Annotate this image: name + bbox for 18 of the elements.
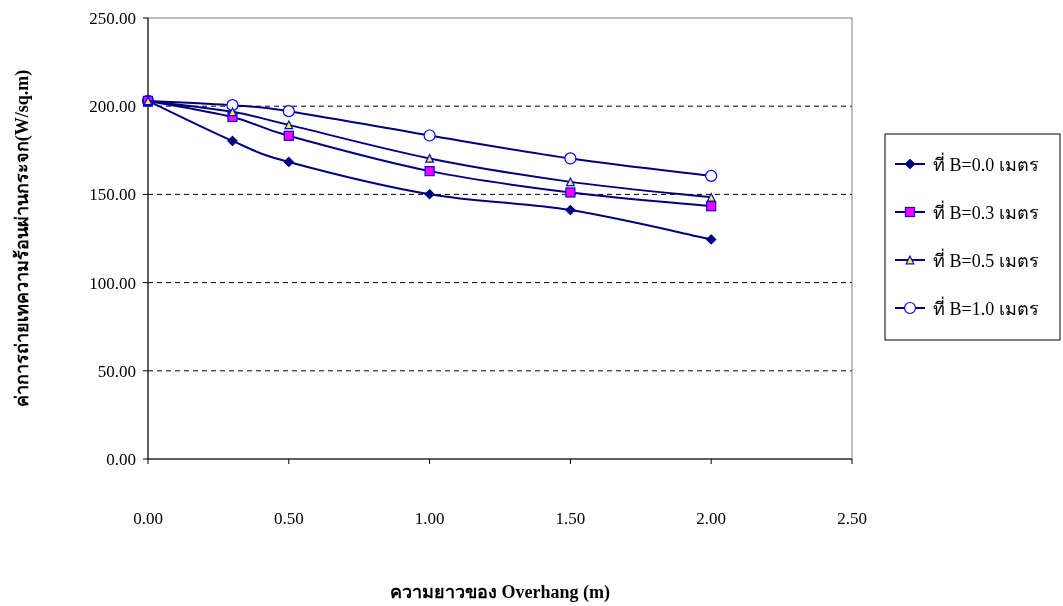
x-tick-label: 1.00: [414, 509, 445, 528]
legend-label: ที่ B=0.5 เมตร: [933, 248, 1039, 271]
y-tick-label: 250.00: [89, 9, 136, 28]
x-tick-label: 0.50: [273, 509, 304, 528]
y-tick-label: 50.00: [97, 361, 136, 381]
y-tick-label: 0.00: [106, 450, 136, 469]
y-tick-label: 150.00: [89, 185, 136, 205]
legend-label: ที่ B=0.3 เมตร: [933, 200, 1039, 223]
x-tick-label: 2.50: [837, 509, 867, 528]
x-tick-label: 0.00: [133, 509, 163, 528]
y-tick-label: 100.00: [89, 273, 136, 293]
x-tick-label: 2.00: [696, 509, 727, 528]
x-tick-label: 1.50: [555, 509, 586, 528]
x-axis-title: ความยาวของ Overhang (m): [390, 582, 610, 603]
y-tick-label: 200.00: [89, 97, 136, 117]
legend-label: ที่ B=1.0 เมตร: [933, 296, 1039, 319]
legend-label: ที่ B=0.0 เมตร: [933, 152, 1039, 175]
y-axis-title: ค่าการถ่ายเทความร้อนผ่านกระจก(W/sq.m): [12, 69, 33, 408]
